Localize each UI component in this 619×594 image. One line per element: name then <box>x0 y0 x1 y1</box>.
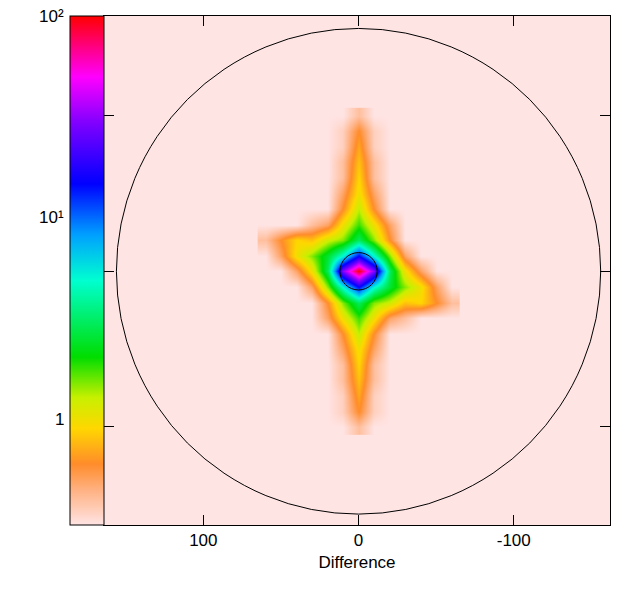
svg-text:Difference: Difference <box>318 553 395 572</box>
svg-text:100: 100 <box>189 531 217 550</box>
svg-text:10¹: 10¹ <box>39 208 64 227</box>
svg-text:1: 1 <box>55 410 64 429</box>
svg-text:0: 0 <box>354 531 363 550</box>
svg-text:-100: -100 <box>497 531 531 550</box>
svg-text:10²: 10² <box>39 7 64 26</box>
